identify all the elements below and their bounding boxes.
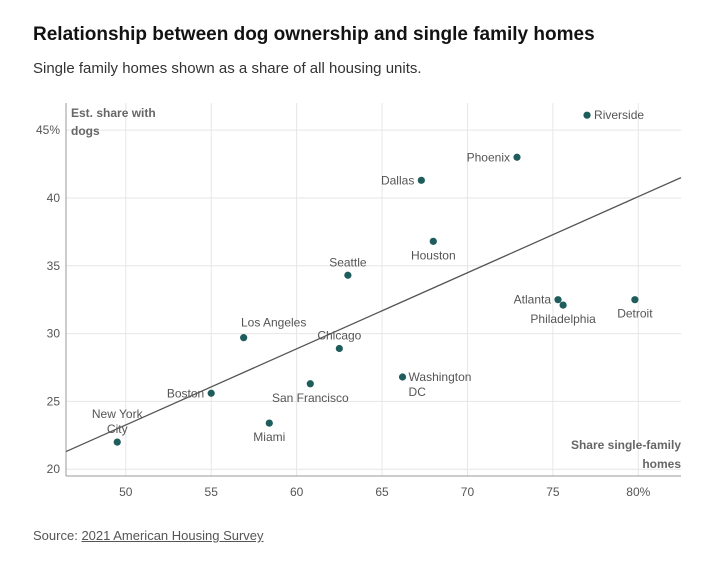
data-point [113, 438, 121, 446]
x-tick-label: 55 [205, 485, 219, 499]
point-label: Riverside [594, 108, 644, 122]
point-label: Atlanta [514, 293, 552, 307]
y-tick-label: 20 [47, 462, 61, 476]
x-axis-title: homes [642, 457, 681, 471]
y-tick-label: 40 [47, 191, 61, 205]
data-point [429, 237, 437, 245]
point-label: Dallas [381, 173, 414, 187]
data-point [207, 389, 215, 397]
point-label: Washington [409, 370, 472, 384]
scatter-chart: 50 55 60 65 70 75 80% 20 25 30 35 40 45% Est. share w… [36, 103, 682, 499]
data-point [513, 153, 521, 161]
y-tick-label: 45% [36, 123, 60, 137]
data-point [398, 373, 407, 381]
data-point [631, 296, 639, 304]
x-tick-label: 75 [546, 485, 560, 499]
y-tick-label: 35 [47, 259, 61, 273]
point-label: Philadelphia [530, 312, 596, 326]
data-point [559, 301, 567, 309]
chart-title: Relationship between dog ownership and s… [33, 24, 595, 45]
point-label: New York [92, 407, 144, 421]
source-note: Source: 2021 American Housing Survey [33, 528, 264, 543]
point-label: Los Angeles [241, 316, 306, 330]
point-label: City [107, 422, 128, 436]
data-point [335, 344, 343, 353]
point-label: San Francisco [272, 391, 349, 405]
y-tick-label: 30 [47, 327, 61, 341]
data-point [306, 380, 314, 388]
point-label: Houston [411, 248, 456, 262]
x-axis-title: Share single-family [571, 438, 681, 452]
point-label: Chicago [317, 329, 361, 343]
point-label: Seattle [329, 255, 367, 269]
x-tick-label: 70 [461, 485, 475, 499]
point-label: Phoenix [467, 150, 510, 164]
source-label: Source: [33, 528, 78, 543]
y-axis-title: dogs [71, 124, 100, 138]
point-label: Detroit [617, 307, 653, 321]
data-point [344, 271, 352, 279]
source-link[interactable]: 2021 American Housing Survey [81, 528, 264, 543]
y-tick-label: 25 [47, 394, 61, 408]
x-tick-label: 60 [290, 485, 304, 499]
point-label: Boston [167, 386, 204, 400]
chart-subtitle: Single family homes shown as a share of … [33, 60, 422, 77]
data-point [265, 419, 273, 427]
x-tick-label: 50 [119, 485, 133, 499]
data-point [417, 176, 425, 184]
data-point [240, 334, 248, 342]
data-point [554, 296, 562, 304]
point-label: DC [409, 385, 427, 399]
x-tick-label: 80% [626, 485, 650, 499]
point-label: Miami [253, 430, 285, 444]
y-axis-title: Est. share with [71, 106, 156, 120]
x-tick-label: 65 [375, 485, 389, 499]
data-point [583, 111, 591, 119]
trend-line [65, 177, 682, 453]
